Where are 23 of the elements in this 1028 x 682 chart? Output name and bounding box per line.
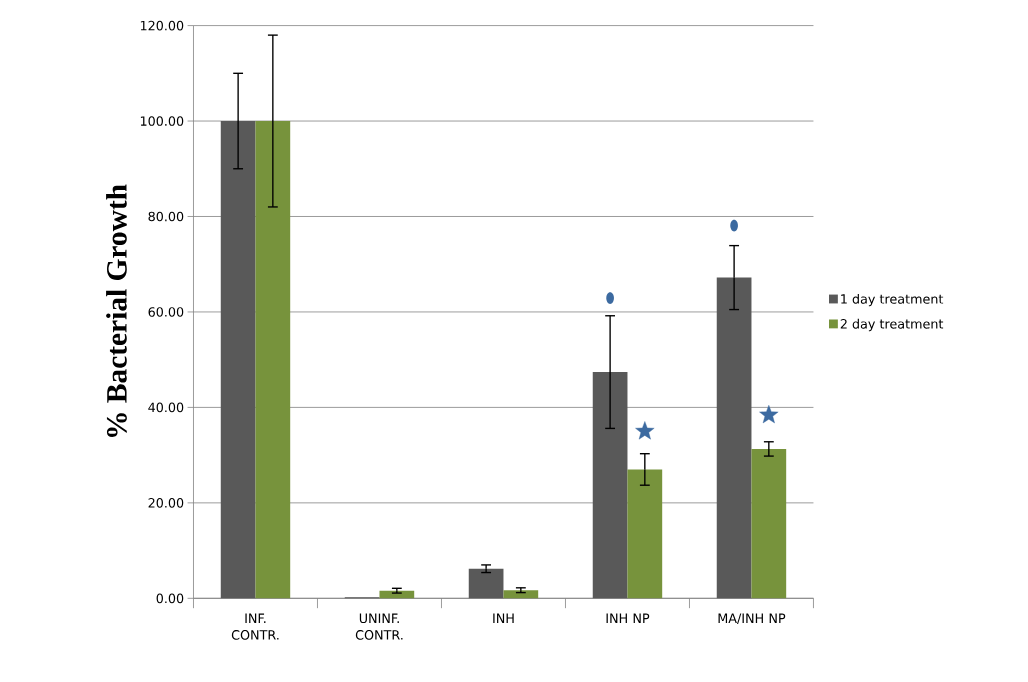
- x-tick-label: UNINF. CONTR.: [355, 613, 403, 640]
- bar: [751, 448, 787, 599]
- bar: [627, 469, 663, 599]
- x-tick-label: MA/INH NP: [718, 613, 786, 625]
- legend-label: 2 day treatment: [840, 318, 944, 332]
- y-axis-title: % Bacterial Growth: [106, 184, 127, 437]
- bar: [468, 568, 504, 599]
- legend-label: 1 day treatment: [841, 293, 944, 307]
- y-tick-label: 20.00: [148, 498, 184, 508]
- y-tick-label: 0.00: [156, 593, 184, 604]
- y-tick-label: 80.00: [148, 211, 184, 222]
- x-tick-label: INH: [493, 613, 514, 623]
- bar: [592, 372, 628, 599]
- y-tick-label: 120.00: [140, 20, 184, 31]
- y-tick-label: 40.00: [148, 402, 184, 413]
- x-tick-label: INF. CONTR.: [231, 613, 279, 640]
- bar: [503, 590, 539, 599]
- x-tick-label: INH NP: [606, 613, 650, 623]
- bar: [220, 121, 256, 599]
- y-tick-label: 60.00: [148, 307, 184, 317]
- bar: [716, 277, 752, 599]
- bar: [255, 121, 291, 599]
- y-tick-label: 100.00: [140, 116, 184, 126]
